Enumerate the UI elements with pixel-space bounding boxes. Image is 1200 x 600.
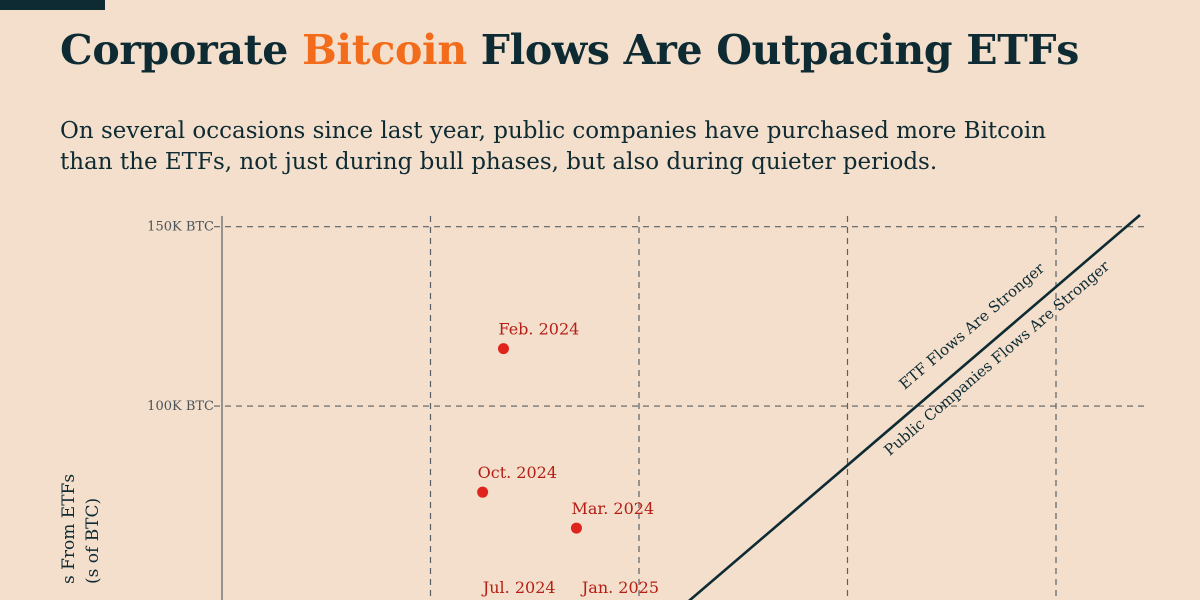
data-point-label: Feb. 2024: [498, 320, 579, 339]
y-tick-label: 150K BTC: [147, 220, 214, 235]
data-point-label: Oct. 2024: [478, 463, 557, 482]
subtitle-line-2: than the ETFs, not just during bull phas…: [60, 149, 938, 175]
data-point: [477, 486, 489, 498]
data-point-label: Mar. 2024: [571, 499, 654, 518]
region-label-companies: Public Companies Flows Are Stronger: [881, 257, 1114, 460]
title-after: Flows Are Outpacing ETFs: [466, 26, 1080, 74]
y-tick-label: 100K BTC: [147, 399, 214, 414]
data-point-label: Jan. 2025: [580, 578, 659, 597]
y-axis-title: s From ETFs: [59, 474, 79, 584]
parity-line: [688, 214, 1141, 600]
data-point-label: Jul. 2024: [481, 578, 556, 597]
title-accent: Bitcoin: [302, 26, 467, 74]
data-point: [497, 343, 509, 355]
subtitle-line-1: On several occasions since last year, pu…: [60, 118, 1047, 144]
corner-accent-bar: [0, 0, 105, 10]
y-axis-title: (s of BTC): [83, 498, 103, 584]
chart-title: Corporate Bitcoin Flows Are Outpacing ET…: [60, 26, 1079, 74]
chart-subtitle: On several occasions since last year, pu…: [60, 116, 1160, 178]
data-point: [570, 522, 582, 534]
title-before: Corporate: [60, 26, 303, 74]
